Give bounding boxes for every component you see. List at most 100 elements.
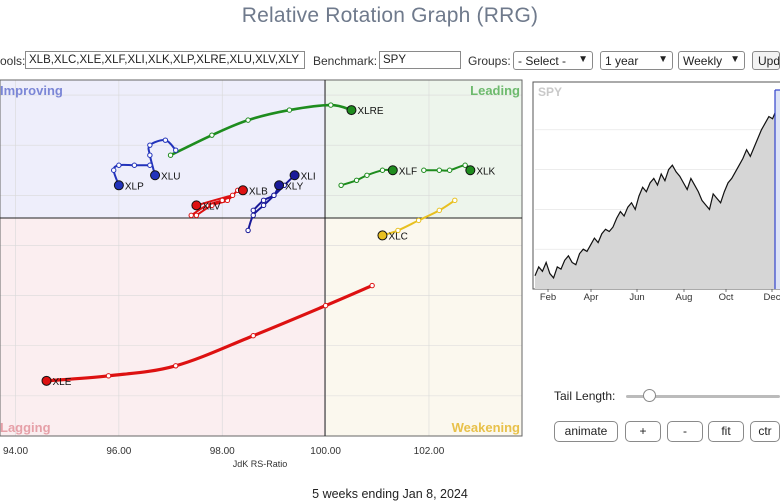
rrg-quadrants [0,79,523,437]
tail-point[interactable] [328,102,334,108]
tail-point[interactable] [271,192,277,199]
tail-point[interactable] [260,197,267,204]
tail-point[interactable] [436,207,443,214]
fit-button[interactable]: fit [708,421,744,442]
tail-point[interactable] [193,212,200,219]
tail-length-label: Tail Length: [554,389,616,403]
series-xly: XLY [245,180,304,234]
tail-point[interactable] [219,197,225,204]
symbols-label: ools: [0,54,26,68]
update-button[interactable]: Upd [752,51,780,70]
series-xlre: XLRE [167,102,384,158]
tail-point[interactable] [173,363,179,369]
tail-point[interactable] [162,137,169,143]
tail-point[interactable] [250,212,256,219]
head-point[interactable] [377,230,388,241]
tail-point[interactable] [245,117,251,123]
tail-point[interactable] [147,162,153,168]
head-point[interactable] [274,180,285,191]
tail-length-slider-track[interactable] [626,395,780,398]
series-xle: XLE [41,282,375,388]
benchmark-label: Benchmark: [313,54,378,68]
x-axis-label: JdK RS-Ratio [233,459,288,469]
tail-point[interactable] [353,177,360,183]
animate-button[interactable]: animate [554,421,618,442]
tail-point[interactable] [116,162,122,168]
frequency-select[interactable]: Weekly ▼ [678,51,745,70]
tail-point[interactable] [167,152,174,158]
zoom-in-button[interactable]: + [625,421,661,442]
series-label: XLP [125,181,144,192]
head-point[interactable] [465,165,476,176]
tail-point[interactable] [105,373,112,379]
tail-point[interactable] [204,202,210,209]
toolbar: ools: Benchmark: Groups: - Select - ▼ 1 … [0,50,780,72]
x-tick-label: 102.00 [414,446,445,457]
groups-select[interactable]: - Select - ▼ [513,51,593,70]
tail-point[interactable] [250,207,256,214]
series-label: XLY [285,181,303,192]
page-title: Relative Rotation Graph (RRG) [241,4,539,27]
groups-select-value: - Select - [518,54,567,68]
footer-caption: 5 weeks ending Jan 8, 2024 [312,487,468,501]
series-xlu: XLU [147,137,181,182]
series-xlc: XLC [377,197,458,242]
series-xlf: XLF [338,165,417,188]
head-point[interactable] [150,170,161,181]
rrg-frame [0,79,523,437]
head-point[interactable] [237,185,248,196]
tail-point[interactable] [188,212,194,219]
period-select-value: 1 year [605,54,639,68]
series-label: XLB [249,186,268,197]
tail-point[interactable] [322,302,329,309]
tail-point[interactable] [260,202,267,209]
leading-quadrant [325,80,522,218]
head-point[interactable] [191,200,202,211]
tail-point[interactable] [286,107,293,113]
tail-point[interactable] [395,227,401,234]
tail-point[interactable] [462,162,468,168]
period-select[interactable]: 1 year ▼ [600,51,673,70]
tail-point[interactable] [364,172,370,178]
tail-point[interactable] [379,167,386,173]
head-point[interactable] [346,105,357,116]
tail-point[interactable] [245,227,251,234]
series-xlv: XLV [188,192,236,219]
head-point[interactable] [289,170,300,181]
symbols-input[interactable] [25,51,305,69]
tail-point[interactable] [452,197,458,204]
improving-label: Improving [0,83,63,98]
tail-point[interactable] [147,142,153,148]
tail-point[interactable] [173,147,179,153]
series-label: XLV [202,201,220,212]
tail-point[interactable] [338,182,344,188]
x-tick-label: 98.00 [210,446,235,457]
tail-point[interactable] [436,167,443,173]
tail-point[interactable] [369,282,375,289]
center-button[interactable]: ctr [750,421,780,442]
x-tick-label: 100.00 [310,446,341,457]
tail-point[interactable] [229,192,236,199]
series-label: XLK [476,166,495,177]
tail-point[interactable] [147,152,153,158]
tail-point[interactable] [421,167,427,173]
groups-label: Groups: [468,54,511,68]
tail-point[interactable] [415,217,422,224]
tail-point[interactable] [446,167,453,173]
benchmark-input[interactable] [379,51,461,69]
x-tick-label: 96.00 [106,446,131,457]
tail-point[interactable] [111,167,117,173]
chevron-down-icon: ▼ [730,54,740,65]
head-point[interactable] [41,375,52,386]
chevron-down-icon: ▼ [658,54,668,65]
series-label: XLF [399,166,417,177]
tail-length-slider-thumb[interactable] [643,389,656,402]
tail-point[interactable] [250,333,256,339]
head-point[interactable] [387,165,398,176]
head-point[interactable] [113,180,124,191]
weakening-label: Weakening [452,420,520,435]
tail-point[interactable] [131,162,138,168]
tail-point[interactable] [209,132,215,138]
zoom-out-button[interactable]: - [667,421,703,442]
